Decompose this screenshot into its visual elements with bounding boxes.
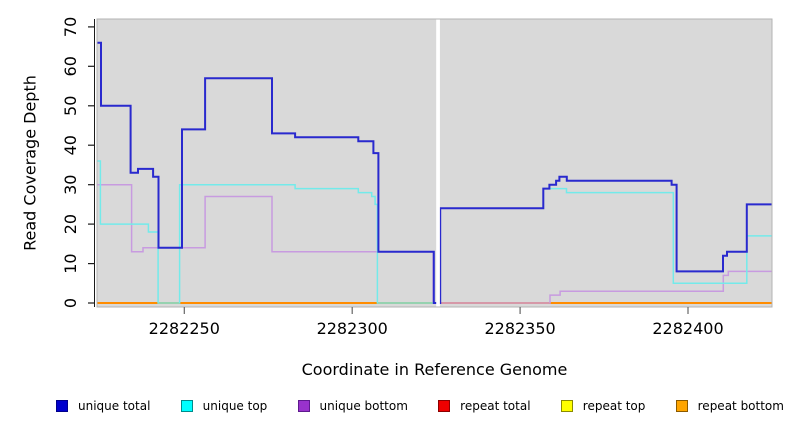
legend-item-unique-top: unique top bbox=[180, 399, 268, 413]
y-tick-label: 0 bbox=[61, 298, 80, 308]
y-tick-label: 40 bbox=[61, 135, 80, 155]
legend-item-repeat-top: repeat top bbox=[560, 399, 646, 413]
series-line-unique-top bbox=[97, 160, 772, 304]
legend-item-unique-total: unique total bbox=[56, 399, 150, 413]
y-tick-label: 20 bbox=[61, 214, 80, 234]
legend-swatch-repeat-top bbox=[560, 400, 573, 412]
x-tick-label: 2282300 bbox=[317, 319, 388, 338]
x-tick-label: 2282350 bbox=[484, 319, 555, 338]
y-tick-label: 60 bbox=[61, 56, 80, 76]
legend-swatch-unique-total bbox=[56, 400, 68, 412]
legend-item-repeat-bottom: repeat bottom bbox=[675, 399, 784, 413]
coverage-gap-marker bbox=[436, 19, 440, 307]
y-tick-label: 10 bbox=[61, 253, 80, 273]
legend-label-repeat-bottom: repeat bottom bbox=[697, 399, 784, 413]
legend-label-unique-total: unique total bbox=[78, 399, 151, 413]
legend-swatch-repeat-bottom bbox=[675, 400, 688, 412]
y-tick-label: 50 bbox=[61, 96, 80, 116]
legend-swatch-unique-top bbox=[180, 400, 193, 412]
panel-border bbox=[96, 18, 773, 308]
series-line-unique-total bbox=[97, 41, 772, 304]
legend-swatch-repeat-total bbox=[438, 400, 451, 412]
legend-item-repeat-total: repeat total bbox=[438, 399, 531, 413]
y-tick-label: 70 bbox=[61, 17, 80, 37]
chart-legend: unique total unique top unique bottom repea… bbox=[56, 399, 784, 413]
y-tick-label: 30 bbox=[61, 175, 80, 195]
legend-label-unique-top: unique top bbox=[202, 399, 268, 413]
x-tick-label: 2282250 bbox=[149, 319, 220, 338]
y-axis-title: Read Coverage Depth bbox=[20, 75, 40, 251]
legend-label-repeat-top: repeat top bbox=[582, 399, 646, 413]
legend-label-unique-bottom: unique bottom bbox=[319, 399, 408, 413]
legend-item-unique-bottom: unique bottom bbox=[297, 399, 408, 413]
x-axis-title: Coordinate in Reference Genome bbox=[301, 360, 568, 379]
legend-swatch-unique-bottom bbox=[297, 400, 310, 412]
legend-label-repeat-total: repeat total bbox=[460, 399, 531, 413]
x-tick-label: 2282400 bbox=[652, 319, 723, 338]
